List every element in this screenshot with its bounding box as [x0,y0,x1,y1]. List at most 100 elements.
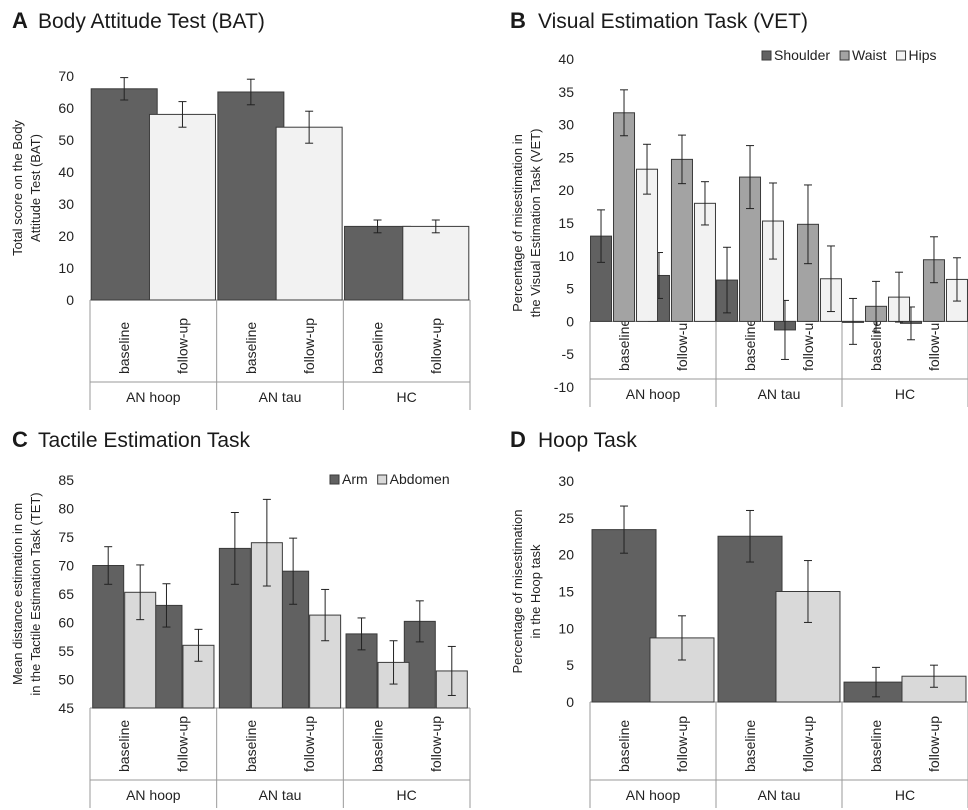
y-tick-label: -5 [562,346,575,362]
category-label: follow-up [174,716,190,772]
y-tick-label: 50 [58,132,74,148]
y-tick-label: 10 [558,620,574,636]
bar [402,225,470,301]
category-label: follow-up [674,315,690,371]
panel-title: Hoop Task [538,429,637,452]
category-label: follow-up [301,318,317,374]
bar-arm [92,565,125,709]
y-tick-label: 25 [558,510,574,526]
category-label: follow-up [428,716,444,772]
group-label: HC [895,787,915,803]
y-tick-label: 20 [558,547,574,563]
y-tick-label: 5 [566,657,574,673]
y-tick-label: 70 [58,558,74,574]
category-label: follow-up [428,318,444,374]
y-tick-label: 15 [558,215,574,231]
y-tick-label: 15 [558,584,574,600]
legend-label: Arm [342,471,368,487]
category-label: baseline [370,322,386,374]
y-tick-label: 30 [558,117,574,133]
bar [275,126,343,301]
y-tick-label: 60 [58,615,74,631]
group-label: AN tau [758,386,801,402]
y-tick-label: -10 [554,379,574,395]
y-axis-label: Percentage of misestimation [510,509,525,673]
category-label: baseline [116,720,132,772]
y-tick-label: 30 [58,196,74,212]
y-tick-label: 60 [58,100,74,116]
y-tick-label: 0 [566,313,574,329]
category-label: follow-up [800,716,816,772]
legend-label: Hips [909,47,937,63]
category-label: baseline [742,720,758,772]
panel-a: A Body Attitude Test (BAT) Total score on … [10,8,471,410]
y-tick-label: 20 [58,228,74,244]
y-tick-label: 85 [58,472,74,488]
bar [217,91,285,301]
y-tick-label: 10 [58,260,74,276]
group-label: AN tau [259,389,302,405]
category-label: baseline [868,720,884,772]
y-tick-label: 5 [566,281,574,297]
group-label: HC [397,389,417,405]
legend-swatch [329,474,340,485]
bar [148,113,216,301]
bar [901,675,967,703]
group-label: AN tau [758,787,801,803]
y-tick-label: 50 [58,672,74,688]
bar [344,225,412,301]
panel-b: B Visual Estimation Task (VET) Percentage … [510,8,968,407]
panel-d: D Hoop Task Percentage of misestimation in … [510,427,968,808]
legend-label: Abdomen [390,471,450,487]
y-axis-label: in the Hoop task [528,544,543,638]
y-tick-label: 10 [558,248,574,264]
category-label: follow-up [926,716,942,772]
y-axis-label: Total score on the Body [10,120,25,256]
y-tick-label: 65 [58,586,74,602]
category-label: follow-up [301,716,317,772]
y-axis-label: the Visual Estimation Task (VET) [528,129,543,318]
y-tick-label: 25 [558,149,574,165]
category-label: follow-up [926,315,942,371]
bar [717,535,783,703]
legend-label: Waist [852,47,887,63]
category-label: baseline [616,720,632,772]
bar [591,529,657,703]
group-label: AN hoop [626,386,681,402]
group-label: HC [397,787,417,803]
panel-title: Body Attitude Test (BAT) [38,10,265,33]
category-label: baseline [243,322,259,374]
y-tick-label: 35 [558,84,574,100]
panel-letter: B [510,8,526,33]
y-axis-label: Percentage of misestimation in [510,134,525,312]
y-tick-label: 45 [58,700,74,716]
panel-letter: A [12,8,28,33]
y-tick-label: 0 [66,292,74,308]
y-tick-label: 80 [58,501,74,517]
y-axis-label: in the Tactile Estimation Task (TET) [28,492,43,695]
y-tick-label: 55 [58,643,74,659]
group-label: AN hoop [126,787,181,803]
legend-swatch [377,474,388,485]
y-tick-label: 30 [558,473,574,489]
y-tick-label: 0 [566,694,574,710]
bar-waist [613,112,636,322]
legend-swatch [896,50,907,61]
y-tick-label: 75 [58,529,74,545]
y-tick-label: 40 [558,51,574,67]
y-tick-label: 40 [58,164,74,180]
group-label: AN hoop [126,389,181,405]
category-label: baseline [243,720,259,772]
panel-letter: D [510,427,526,452]
legend-swatch [761,50,772,61]
y-axis-label: Attitude Test (BAT) [28,134,43,242]
panel-title: Visual Estimation Task (VET) [538,10,808,33]
legend-swatch [839,50,850,61]
category-label: follow-up [674,716,690,772]
panel-letter: C [12,427,28,452]
category-label: baseline [116,322,132,374]
group-label: HC [895,386,915,402]
category-label: baseline [370,720,386,772]
bar [90,88,158,301]
